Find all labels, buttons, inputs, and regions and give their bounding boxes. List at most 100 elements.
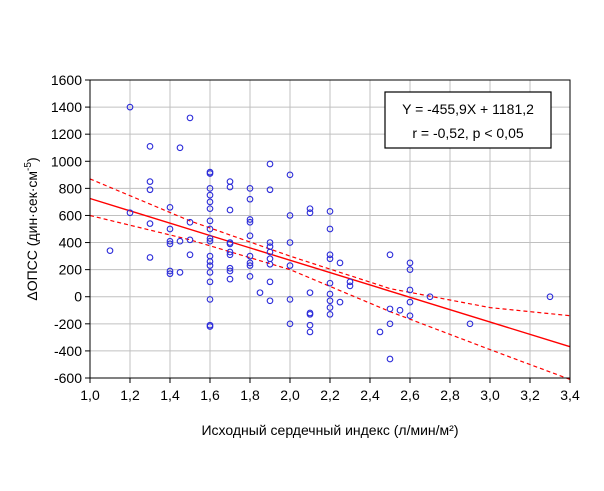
data-point — [166, 267, 174, 275]
x-tick-label: 3,0 — [480, 387, 500, 403]
data-point — [396, 306, 404, 314]
data-point — [246, 259, 254, 267]
data-point — [226, 248, 234, 256]
x-tick-label: 1,6 — [200, 387, 220, 403]
y-tick-label: 1600 — [51, 72, 82, 88]
y-tick-label: 600 — [59, 207, 83, 223]
x-axis-ticks: 1,0 1,2 1,4 1,6 1,8 2,0 2,2 2,4 2,6 2,8 3,0 3,2 3,4 — [80, 378, 580, 403]
y-tick-label: 0 — [74, 289, 82, 305]
y-tick-label: 1000 — [51, 153, 82, 169]
data-point — [246, 195, 254, 203]
data-point — [246, 273, 254, 280]
data-point — [336, 298, 344, 306]
data-point — [206, 258, 214, 265]
data-point — [206, 235, 214, 242]
y-tick-label: -600 — [54, 370, 82, 386]
data-point — [126, 209, 134, 217]
data-point — [326, 297, 334, 305]
data-point — [246, 262, 254, 269]
y-tick-label: 1200 — [51, 126, 82, 142]
y-tick-label: 400 — [59, 235, 83, 251]
data-point — [206, 185, 214, 192]
data-point — [186, 218, 194, 226]
data-point — [146, 220, 154, 227]
data-point — [176, 144, 184, 152]
data-point — [406, 259, 414, 267]
data-point — [266, 160, 274, 168]
data-point — [206, 296, 214, 303]
y-tick-label: 200 — [59, 262, 83, 278]
data-point — [426, 293, 434, 301]
data-point — [166, 203, 174, 211]
data-point — [346, 282, 354, 290]
data-point — [176, 268, 184, 276]
data-points — [106, 103, 554, 363]
data-point — [326, 279, 334, 287]
regression-equation: Y = -455,9X + 1181,2 — [402, 101, 534, 117]
data-point — [386, 320, 394, 328]
data-point — [126, 103, 134, 111]
data-point — [226, 264, 234, 272]
data-point — [266, 297, 274, 305]
x-tick-label: 2,0 — [280, 387, 300, 403]
data-point — [266, 186, 274, 194]
data-point — [226, 240, 234, 248]
annotation-box: Y = -455,9X + 1181,2 r = -0,52, p < 0,05 — [384, 91, 552, 149]
y-tick-label: -400 — [54, 343, 82, 359]
x-tick-label: 2,6 — [400, 387, 420, 403]
x-tick-label: 2,2 — [320, 387, 340, 403]
data-point — [106, 247, 114, 255]
data-point — [266, 278, 274, 286]
data-point — [386, 251, 394, 259]
data-point — [246, 216, 254, 223]
y-axis-ticks: -600 -400 -200 0 200 400 600 800 1000 1200 1400 160… — [51, 72, 90, 386]
data-point — [286, 320, 294, 328]
data-point — [546, 293, 554, 301]
data-point — [306, 310, 314, 318]
data-point — [186, 114, 194, 122]
data-point — [346, 278, 354, 286]
data-point — [206, 217, 214, 225]
data-point — [246, 252, 254, 260]
data-point — [306, 289, 314, 297]
data-point — [306, 321, 314, 329]
data-point — [336, 259, 344, 267]
data-point — [226, 206, 234, 214]
data-point — [306, 205, 314, 213]
x-tick-label: 1,4 — [160, 387, 180, 403]
x-tick-label: 2,8 — [440, 387, 460, 403]
data-point — [206, 262, 214, 269]
data-point — [146, 178, 154, 185]
data-point — [226, 183, 234, 191]
data-point — [286, 212, 294, 219]
data-point — [166, 240, 174, 248]
y-tick-label: 800 — [59, 180, 83, 196]
data-point — [406, 266, 414, 273]
data-point — [386, 305, 394, 313]
x-tick-label: 1,2 — [120, 387, 140, 403]
data-point — [206, 323, 214, 330]
data-point — [266, 260, 274, 268]
data-point — [266, 248, 274, 256]
data-point — [326, 290, 334, 298]
data-point — [226, 251, 234, 259]
data-point — [206, 198, 214, 206]
data-point — [246, 232, 254, 240]
y-axis-title-main: ΔОПСС (дин·сек·см — [24, 171, 40, 301]
data-point — [176, 237, 184, 245]
data-point — [266, 239, 274, 246]
data-point — [326, 255, 334, 263]
x-tick-label: 3,4 — [560, 387, 580, 403]
x-axis-title: Исходный сердечный индекс (л/мин/м²) — [201, 422, 458, 438]
data-point — [306, 328, 314, 336]
y-axis-title-close: ) — [24, 157, 40, 162]
data-point — [206, 237, 214, 245]
data-point — [146, 143, 154, 150]
y-tick-label: -200 — [54, 316, 82, 332]
data-point — [326, 208, 334, 215]
data-point — [326, 251, 334, 259]
data-point — [326, 304, 334, 311]
annotation-frame — [384, 91, 552, 149]
